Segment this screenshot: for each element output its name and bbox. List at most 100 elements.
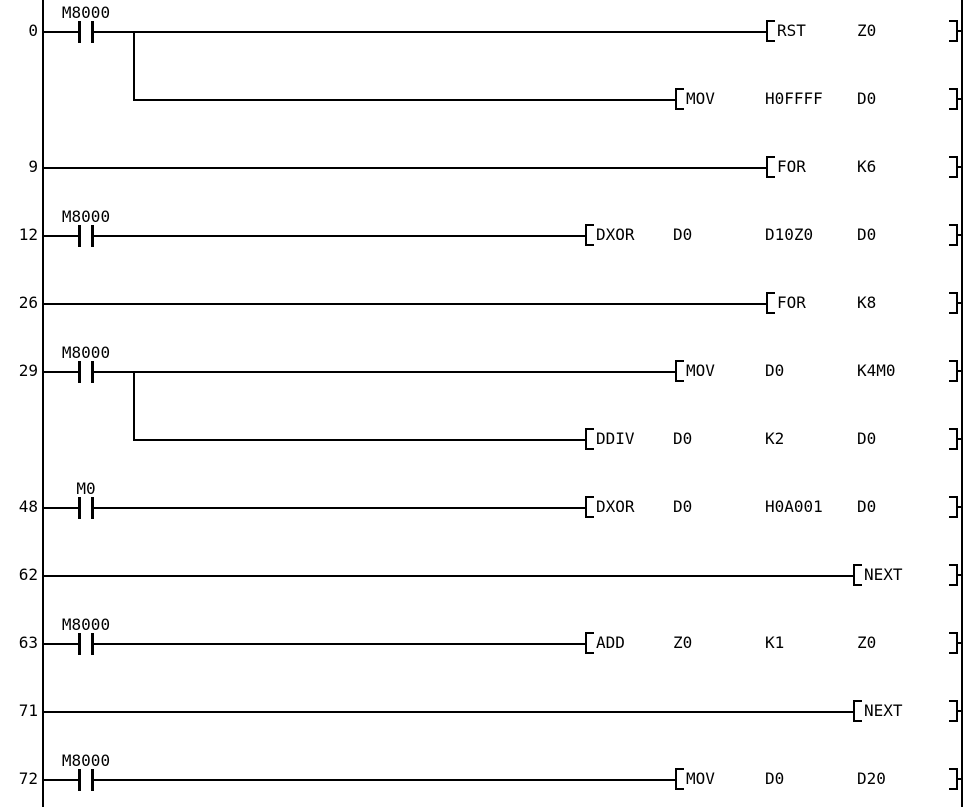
instruction-operand[interactable]: K4M0 xyxy=(857,361,896,380)
step-number: 9 xyxy=(28,157,38,176)
branch-drop-line xyxy=(133,371,135,441)
right-power-rail xyxy=(961,0,963,807)
contact-device-label[interactable]: M0 xyxy=(76,479,96,498)
instruction-name[interactable]: MOV xyxy=(686,89,715,108)
contact-device-label[interactable]: M8000 xyxy=(61,207,111,226)
rung-wire xyxy=(42,31,78,33)
contact-symbol[interactable] xyxy=(78,361,81,383)
close-bracket-rail-connector xyxy=(956,234,963,236)
rung-wire xyxy=(94,643,587,645)
instruction-operand[interactable]: H0FFFF xyxy=(765,89,823,108)
instruction-operand[interactable]: K6 xyxy=(857,157,877,176)
step-number: 0 xyxy=(28,21,38,40)
rung-wire xyxy=(94,371,677,373)
instruction-operand[interactable]: K8 xyxy=(857,293,877,312)
instruction-operand[interactable]: D0 xyxy=(857,225,877,244)
contact-device-label[interactable]: M8000 xyxy=(61,751,111,770)
instruction-name[interactable]: FOR xyxy=(777,157,806,176)
step-number: 63 xyxy=(18,633,38,652)
instruction-operand[interactable]: D10Z0 xyxy=(765,225,814,244)
branch-drop-line xyxy=(133,31,135,101)
step-number: 62 xyxy=(18,565,38,584)
close-bracket-rail-connector xyxy=(956,642,963,644)
instruction-operand[interactable]: K1 xyxy=(765,633,785,652)
close-bracket-rail-connector xyxy=(956,438,963,440)
instruction-operand[interactable]: D20 xyxy=(857,769,886,788)
close-bracket-rail-connector xyxy=(956,302,963,304)
instruction-open-bracket xyxy=(585,632,594,654)
rung-wire xyxy=(42,371,78,373)
instruction-open-bracket xyxy=(853,564,862,586)
rung-wire xyxy=(42,711,855,713)
instruction-name[interactable]: RST xyxy=(777,21,806,40)
rung-wire xyxy=(94,235,587,237)
instruction-open-bracket xyxy=(585,428,594,450)
close-bracket-rail-connector xyxy=(956,574,963,576)
instruction-name[interactable]: DDIV xyxy=(596,429,635,448)
contact-symbol[interactable] xyxy=(78,21,81,43)
instruction-operand[interactable]: K2 xyxy=(765,429,785,448)
contact-symbol[interactable] xyxy=(91,361,94,383)
contact-symbol[interactable] xyxy=(78,225,81,247)
contact-symbol[interactable] xyxy=(91,225,94,247)
contact-symbol[interactable] xyxy=(78,769,81,791)
step-number: 48 xyxy=(18,497,38,516)
contact-symbol[interactable] xyxy=(91,21,94,43)
instruction-open-bracket xyxy=(585,496,594,518)
instruction-operand[interactable]: D0 xyxy=(673,225,693,244)
rung-wire xyxy=(94,507,587,509)
step-number: 71 xyxy=(18,701,38,720)
rung-wire xyxy=(42,303,768,305)
instruction-operand[interactable]: Z0 xyxy=(857,21,877,40)
instruction-operand[interactable]: D0 xyxy=(765,361,785,380)
contact-symbol[interactable] xyxy=(91,769,94,791)
instruction-operand[interactable]: D0 xyxy=(765,769,785,788)
instruction-operand[interactable]: Z0 xyxy=(857,633,877,652)
rung-wire xyxy=(42,167,768,169)
instruction-operand[interactable]: H0A001 xyxy=(765,497,823,516)
contact-symbol[interactable] xyxy=(78,497,81,519)
instruction-open-bracket xyxy=(675,768,684,790)
instruction-open-bracket xyxy=(585,224,594,246)
instruction-name[interactable]: MOV xyxy=(686,769,715,788)
contact-device-label[interactable]: M8000 xyxy=(61,343,111,362)
instruction-name[interactable]: NEXT xyxy=(864,565,903,584)
close-bracket-rail-connector xyxy=(956,506,963,508)
instruction-operand[interactable]: Z0 xyxy=(673,633,693,652)
rung-wire xyxy=(42,507,78,509)
step-number: 26 xyxy=(18,293,38,312)
instruction-operand[interactable]: D0 xyxy=(857,497,877,516)
instruction-open-bracket xyxy=(766,292,775,314)
instruction-open-bracket xyxy=(766,156,775,178)
instruction-operand[interactable]: D0 xyxy=(857,89,877,108)
contact-device-label[interactable]: M8000 xyxy=(61,3,111,22)
rung-wire xyxy=(133,439,587,441)
instruction-open-bracket xyxy=(853,700,862,722)
instruction-open-bracket xyxy=(675,360,684,382)
instruction-open-bracket xyxy=(675,88,684,110)
close-bracket-rail-connector xyxy=(956,30,963,32)
close-bracket-rail-connector xyxy=(956,370,963,372)
instruction-open-bracket xyxy=(766,20,775,42)
contact-device-label[interactable]: M8000 xyxy=(61,615,111,634)
rung-wire xyxy=(133,99,677,101)
instruction-name[interactable]: FOR xyxy=(777,293,806,312)
close-bracket-rail-connector xyxy=(956,98,963,100)
instruction-name[interactable]: NEXT xyxy=(864,701,903,720)
instruction-name[interactable]: DXOR xyxy=(596,497,635,516)
instruction-name[interactable]: MOV xyxy=(686,361,715,380)
instruction-operand[interactable]: D0 xyxy=(673,429,693,448)
contact-symbol[interactable] xyxy=(91,497,94,519)
left-power-rail xyxy=(42,0,44,807)
instruction-operand[interactable]: D0 xyxy=(857,429,877,448)
instruction-name[interactable]: ADD xyxy=(596,633,625,652)
rung-wire xyxy=(94,31,768,33)
contact-symbol[interactable] xyxy=(78,633,81,655)
contact-symbol[interactable] xyxy=(91,633,94,655)
instruction-name[interactable]: DXOR xyxy=(596,225,635,244)
close-bracket-rail-connector xyxy=(956,778,963,780)
rung-wire xyxy=(42,779,78,781)
close-bracket-rail-connector xyxy=(956,710,963,712)
instruction-operand[interactable]: D0 xyxy=(673,497,693,516)
